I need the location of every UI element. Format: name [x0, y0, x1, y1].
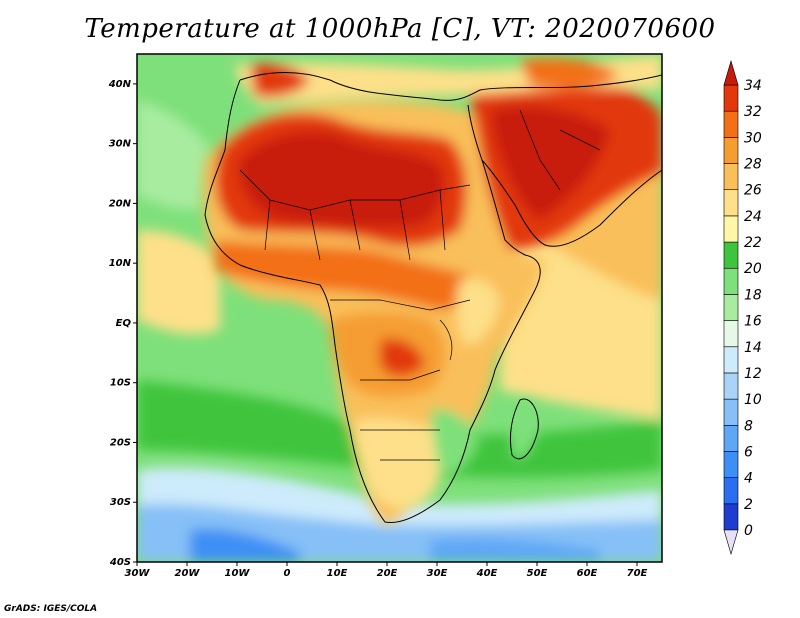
colorbar-swatch: [723, 267, 739, 295]
lat-tick-label: 30N: [109, 139, 132, 150]
colorbar-label: 28: [744, 157, 762, 173]
colorbar-label: 14: [744, 340, 762, 356]
colorbar-swatch: [723, 424, 739, 452]
colorbar-label: 22: [744, 235, 762, 251]
lon-tick-label: 10E: [327, 568, 348, 579]
colorbar-swatch: [723, 163, 739, 191]
colorbar-swatch: [723, 84, 739, 112]
lon-tick-label: 70E: [627, 568, 648, 579]
map-title: Temperature at 1000hPa [C], VT: 20200706…: [84, 14, 716, 44]
colorbar-swatch: [723, 503, 739, 531]
lat-tick-label: 20N: [109, 198, 132, 209]
footer-credit: GrADS: IGES/COLA: [4, 604, 98, 614]
lon-tick-label: 60E: [577, 568, 598, 579]
colorbar-label: 4: [744, 471, 753, 487]
colorbar-label: 18: [744, 287, 762, 303]
colorbar-label: 12: [744, 366, 762, 382]
lon-tick-label: 10W: [225, 568, 251, 579]
colorbar-swatch: [723, 110, 739, 138]
colorbar-swatch: [723, 398, 739, 426]
colorbar-swatch: [723, 346, 739, 374]
colorbar-swatch: [723, 241, 739, 269]
longitude-axis: 30W 20W 10W 0 10E 20E 30E 40E 50E 60E 70E: [125, 562, 648, 579]
colorbar-swatch: [723, 294, 739, 321]
land-mass: [202, 55, 662, 525]
latitude-axis: 40N 30N 20N 10N EQ 10S 20S 30S 40S: [108, 79, 137, 568]
colorbar-label: 24: [744, 209, 762, 225]
lon-tick-label: 30E: [427, 568, 448, 579]
colorbar-label: 10: [744, 392, 762, 408]
colorbar-label: 32: [744, 104, 762, 120]
coastlines: [204, 72, 662, 524]
lon-tick-label: 40E: [476, 568, 498, 579]
colorbar-max-arrow: [723, 59, 739, 86]
colorbar-swatch: [723, 372, 739, 400]
lon-tick-label: 50E: [527, 568, 548, 579]
colorbar-label: 8: [744, 418, 753, 434]
colorbar-label: 2: [744, 497, 753, 513]
lat-tick-label: 20S: [110, 437, 131, 448]
colorbar-label: 6: [744, 444, 753, 460]
lon-tick-label: 20W: [175, 568, 201, 579]
colorbar-label: 30: [744, 130, 762, 146]
lon-tick-label: 20E: [377, 568, 398, 579]
plot-frame: [136, 53, 663, 563]
colorbar-swatch: [723, 137, 739, 164]
colorbar-min-arrow: [723, 529, 739, 556]
colorbar-label: 34: [744, 78, 762, 94]
lat-tick-label: EQ: [116, 318, 132, 329]
colorbar-swatch: [723, 189, 739, 217]
lon-tick-label: 0: [284, 568, 291, 579]
lat-tick-label: 30S: [110, 497, 131, 508]
lat-tick-label: 10N: [109, 258, 132, 269]
lat-tick-label: 10S: [110, 378, 131, 389]
colorbar-label: 26: [744, 183, 762, 199]
colorbar-swatch: [723, 320, 739, 348]
colorbar-label: 16: [744, 314, 762, 330]
colorbar-label: 0: [744, 523, 753, 539]
colorbar-swatch: [723, 215, 739, 243]
colorbar-swatch: [723, 477, 739, 505]
lat-tick-label: 40S: [109, 557, 131, 568]
lon-tick-label: 30W: [125, 568, 151, 579]
lat-tick-label: 40N: [108, 79, 132, 90]
colorbar-swatch: [723, 451, 739, 478]
colorbar-label: 20: [744, 261, 762, 277]
